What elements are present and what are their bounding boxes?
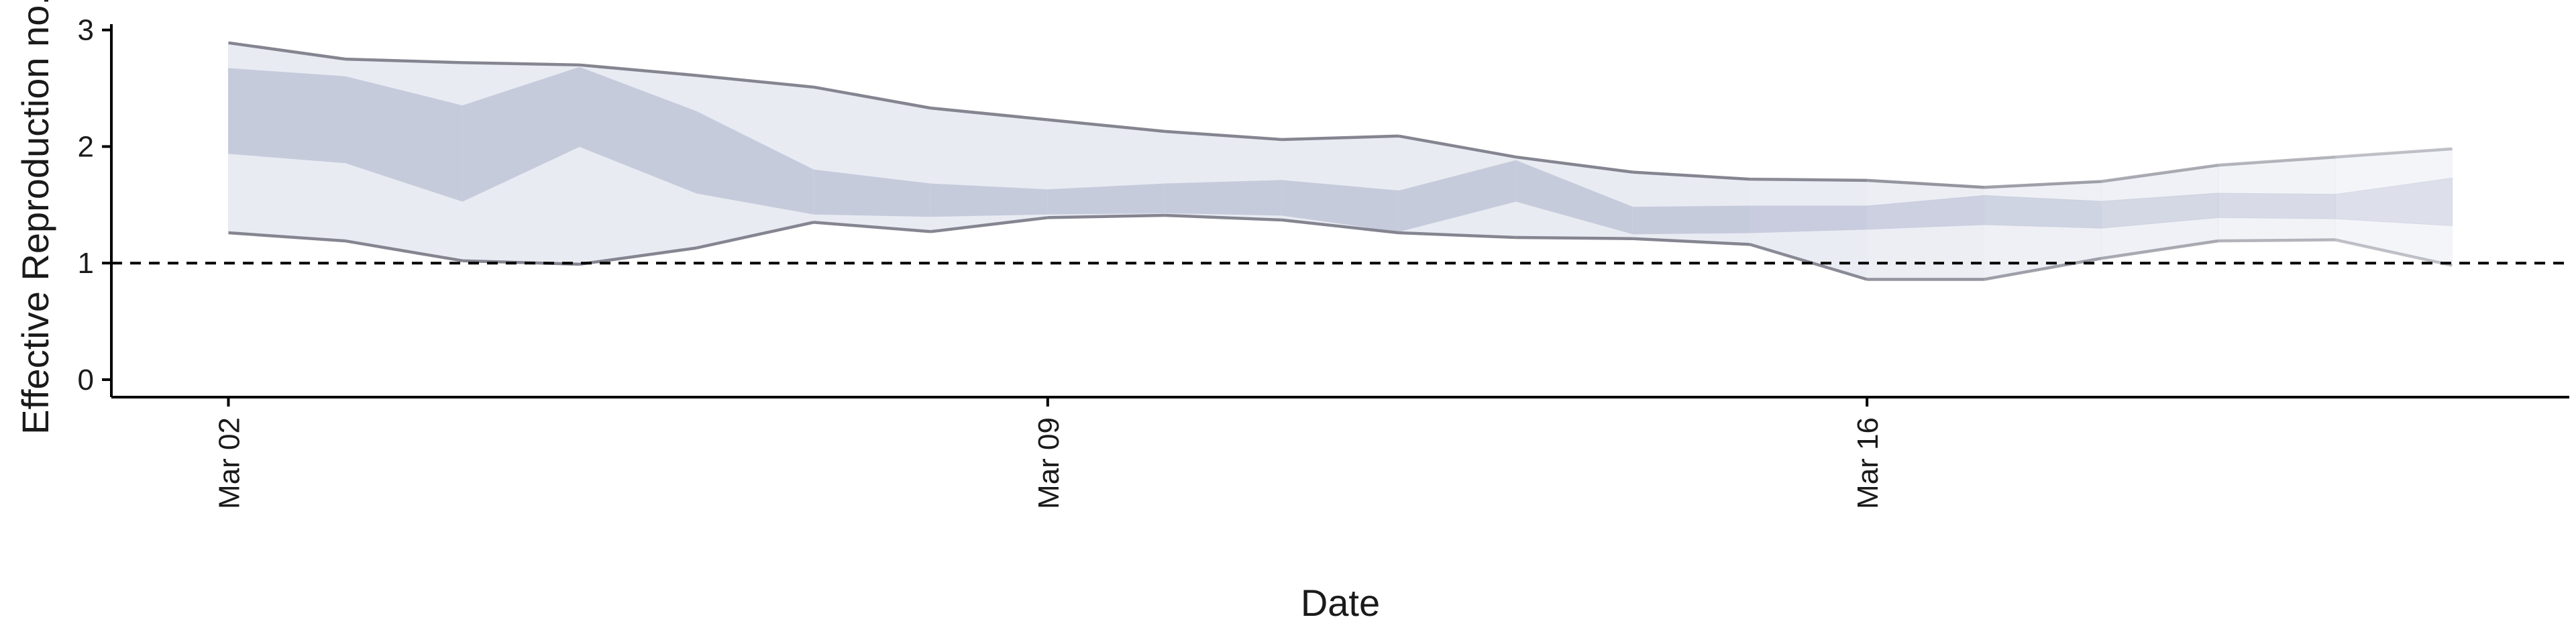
upper-bound-line-segment — [1047, 118, 1165, 133]
upper-bound-line-segment — [1515, 155, 1633, 174]
lower-bound-line-segment — [2100, 239, 2218, 260]
upper-bound-line-segment — [1165, 129, 1282, 142]
x-tick-label: Mar 09 — [1032, 417, 1065, 509]
band-50-segment — [2218, 193, 2336, 219]
band-50-segment — [1164, 180, 1283, 216]
upper-bound-line-segment — [228, 41, 346, 61]
lower-bound-line-segment — [1165, 213, 1282, 222]
upper-bound-line-segment — [1750, 177, 1868, 182]
lower-bound-line-segment — [2334, 238, 2453, 267]
band-50-segment — [1632, 205, 1751, 235]
lower-bound-line-segment — [1047, 213, 1165, 219]
band-50-segment — [1750, 205, 1868, 233]
y-tick-label: 0 — [78, 364, 94, 396]
upper-bound-line-segment — [1281, 134, 1399, 142]
lower-bound-line-segment — [1984, 257, 2102, 281]
band-50-segment — [227, 68, 346, 164]
upper-bound-line-segment — [345, 57, 463, 64]
y-axis-ticks: 0 1 2 3 — [78, 14, 111, 396]
upper-bound-line-segment — [1633, 170, 1750, 181]
upper-bound-line-segment — [1867, 178, 1984, 189]
upper-bound-line-segment — [696, 74, 814, 89]
lower-bound-line-segment — [462, 259, 580, 266]
x-axis-title: Date — [1301, 582, 1380, 624]
lower-bound-line-segment — [1633, 237, 1750, 246]
upper-bound-line-segment — [462, 61, 580, 67]
band-50-segment — [930, 183, 1049, 217]
lower-bound-line-segment — [579, 246, 697, 266]
lower-bound-line-segment — [228, 231, 346, 243]
y-tick-label: 3 — [78, 14, 94, 47]
y-axis-title: Effective Reproduction no. — [14, 0, 56, 435]
y-tick-label: 1 — [78, 247, 94, 280]
band-50-segment — [2334, 177, 2453, 227]
band-90-segment — [1866, 180, 1985, 280]
upper-bound-line-segment — [930, 106, 1049, 121]
credible-interval-bounds — [228, 41, 2453, 281]
upper-bound-line-segment — [2334, 147, 2453, 159]
band-50-segment — [1984, 195, 2102, 229]
band-90-segment — [2334, 148, 2453, 266]
upper-bound-line-segment — [1398, 134, 1517, 159]
x-axis-ticks: Mar 02 Mar 09 Mar 16 — [213, 397, 1884, 509]
lower-bound-line-segment — [2218, 238, 2336, 243]
lower-bound-line-segment — [345, 239, 463, 262]
lower-bound-line-segment — [696, 221, 814, 250]
lower-bound-line-segment — [930, 216, 1049, 233]
upper-bound-line-segment — [2100, 164, 2218, 183]
upper-bound-line-segment — [1984, 180, 2102, 189]
credible-interval-bands — [227, 42, 2453, 280]
y-tick-label: 2 — [78, 130, 94, 163]
x-tick-label: Mar 16 — [1851, 417, 1884, 509]
lower-bound-line-segment — [1515, 235, 1633, 240]
x-tick-label: Mar 02 — [213, 417, 246, 509]
lower-bound-line-segment — [1281, 218, 1399, 235]
lower-bound-line-segment — [813, 221, 931, 233]
upper-bound-line-segment — [813, 85, 931, 110]
upper-bound-line-segment — [2218, 155, 2336, 167]
upper-bound-line-segment — [579, 63, 697, 77]
lower-bound-line-segment — [1399, 231, 1516, 239]
